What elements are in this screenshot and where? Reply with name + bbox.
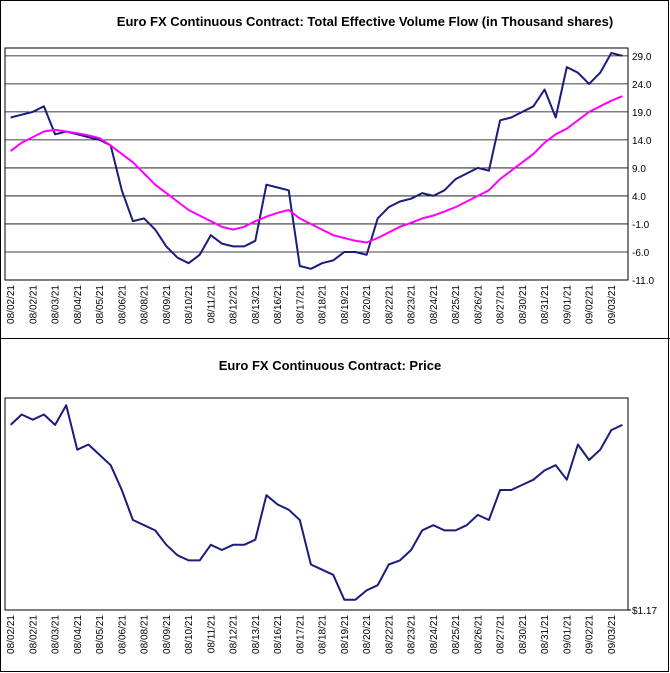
- x-tick-label: 08/19/21: [340, 285, 351, 324]
- x-tick-label: 08/26/21: [473, 285, 484, 324]
- x-tick-label: 08/22/21: [384, 285, 395, 324]
- x-tick-label: 09/01/21: [562, 285, 573, 324]
- x-tick-label: 08/03/21: [51, 615, 62, 654]
- x-tick-label: 08/05/21: [95, 615, 106, 654]
- x-tick-label: 08/05/21: [95, 285, 106, 324]
- x-tick-label: 08/02/21: [28, 615, 39, 654]
- x-tick-label: 08/31/21: [540, 285, 551, 324]
- x-tick-label: 08/17/21: [295, 285, 306, 324]
- x-tick-label: 08/12/21: [229, 285, 240, 324]
- x-tick-label: 08/22/21: [384, 615, 395, 654]
- x-tick-label: 08/31/21: [540, 615, 551, 654]
- x-tick-label: 08/23/21: [407, 615, 418, 654]
- y-tick-label: 4.0: [632, 192, 646, 203]
- x-tick-label: 08/27/21: [496, 615, 507, 654]
- x-tick-label: 09/03/21: [607, 285, 618, 324]
- x-tick-label: 08/30/21: [518, 615, 529, 654]
- x-tick-label: 08/25/21: [451, 285, 462, 324]
- y-tick-label: 9.0: [632, 164, 646, 175]
- x-tick-label: 08/18/21: [318, 285, 329, 324]
- x-tick-label: 09/01/21: [562, 615, 573, 654]
- x-tick-label: 08/06/21: [117, 615, 128, 654]
- x-tick-label: 08/02/21: [6, 285, 17, 324]
- y-tick-label: -6.0: [632, 248, 650, 259]
- x-tick-label: 08/16/21: [273, 285, 284, 324]
- y-tick-label: 14.0: [632, 136, 652, 147]
- data-line: [9, 95, 623, 244]
- data-line: [9, 404, 623, 601]
- x-tick-label: 08/13/21: [251, 285, 262, 324]
- x-tick-label: 08/04/21: [73, 285, 84, 324]
- x-tick-label: 08/12/21: [229, 615, 240, 654]
- x-tick-label: 08/19/21: [340, 615, 351, 654]
- x-tick-label: 08/17/21: [295, 615, 306, 654]
- x-tick-label: 08/08/21: [140, 285, 151, 324]
- x-tick-label: 08/26/21: [473, 615, 484, 654]
- x-tick-label: 08/11/21: [206, 285, 217, 324]
- x-tick-label: 09/03/21: [607, 615, 618, 654]
- x-tick-label: 08/24/21: [429, 615, 440, 654]
- x-tick-label: 08/02/21: [28, 285, 39, 324]
- x-tick-label: 08/16/21: [273, 615, 284, 654]
- x-tick-label: 08/09/21: [162, 615, 173, 654]
- x-tick-label: 08/09/21: [162, 285, 173, 324]
- y-tick-label: -11.0: [632, 276, 654, 287]
- x-tick-label: 08/20/21: [362, 285, 373, 324]
- x-tick-label: 08/25/21: [451, 615, 462, 654]
- x-tick-label: 08/27/21: [496, 285, 507, 324]
- x-tick-label: 09/02/21: [585, 285, 596, 324]
- x-tick-label: 08/08/21: [140, 615, 151, 654]
- y-tick-label: 19.0: [632, 108, 652, 119]
- x-tick-label: 09/02/21: [585, 615, 596, 654]
- x-tick-label: 08/13/21: [251, 615, 262, 654]
- x-tick-label: 08/11/21: [206, 615, 217, 654]
- x-tick-label: 08/04/21: [73, 615, 84, 654]
- x-tick-label: 08/10/21: [184, 285, 195, 324]
- plot-frame: [4, 397, 629, 611]
- data-line: [10, 52, 623, 270]
- x-tick-label: 08/24/21: [429, 285, 440, 324]
- x-tick-label: 08/30/21: [518, 285, 529, 324]
- x-tick-label: 08/18/21: [318, 615, 329, 654]
- y-tick-label: 29.0: [632, 52, 652, 63]
- chart-title: Euro FX Continuous Contract: Total Effec…: [117, 14, 613, 29]
- x-tick-label: 08/23/21: [407, 285, 418, 324]
- x-tick-label: 08/03/21: [51, 285, 62, 324]
- x-tick-label: 08/10/21: [184, 615, 195, 654]
- y-tick-label: 24.0: [632, 80, 652, 91]
- y-tick-label: -1.0: [632, 220, 650, 231]
- x-tick-label: 08/06/21: [117, 285, 128, 324]
- x-tick-label: 08/20/21: [362, 615, 373, 654]
- y-tick-label: $1.17: [632, 606, 657, 617]
- chart-title: Euro FX Continuous Contract: Price: [219, 358, 441, 373]
- x-tick-label: 08/02/21: [6, 615, 17, 654]
